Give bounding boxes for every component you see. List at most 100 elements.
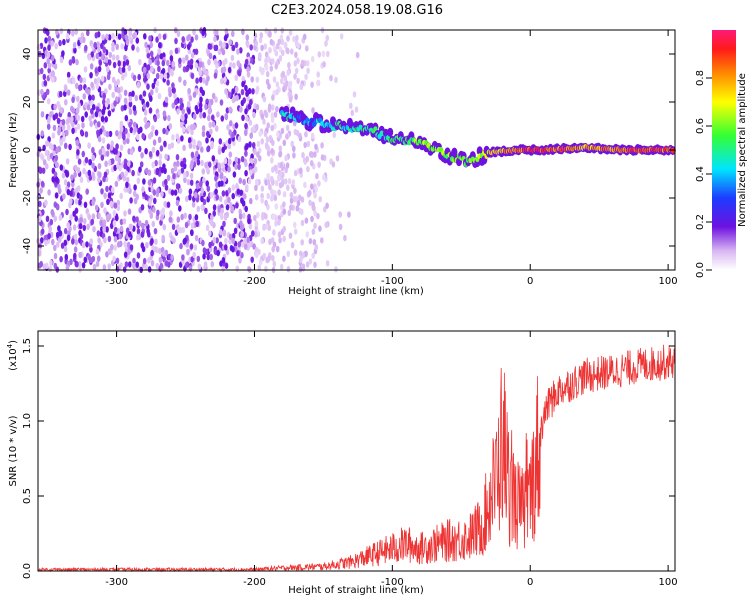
heatmap-cell — [180, 135, 184, 142]
heatmap-cell — [352, 91, 357, 98]
heatmap-cell — [166, 174, 171, 181]
heatmap-cell — [104, 56, 109, 63]
heatmap-cell — [298, 207, 302, 214]
heatmap-cell — [262, 118, 266, 125]
heatmap-cell — [220, 207, 224, 214]
heatmap-cell — [314, 243, 319, 251]
heatmap-cell — [104, 160, 108, 167]
heatmap-cell — [146, 121, 151, 128]
heatmap-cell — [92, 263, 97, 271]
heatmap-cell — [139, 94, 143, 101]
heatmap-cell — [321, 50, 326, 58]
heatmap-cell — [158, 256, 163, 264]
heatmap-cell — [306, 60, 310, 67]
heatmap-cell — [183, 79, 187, 87]
spectrogram-y-tick-label: 40 — [22, 48, 33, 61]
heatmap-cell — [148, 207, 152, 215]
heatmap-cell — [171, 102, 176, 109]
heatmap-cell — [245, 184, 249, 191]
heatmap-cell — [309, 151, 314, 158]
heatmap-cell — [108, 51, 113, 59]
heatmap-cell — [164, 184, 169, 191]
heatmap-cell — [174, 37, 178, 45]
heatmap-cell — [186, 249, 190, 256]
heatmap-cell — [209, 253, 213, 261]
heatmap-cell — [161, 59, 166, 67]
heatmap-cell — [246, 71, 251, 78]
heatmap-cell — [231, 30, 235, 37]
heatmap-cell — [294, 195, 299, 203]
heatmap-cell — [143, 116, 148, 124]
heatmap-cell — [249, 132, 253, 139]
heatmap-cell — [263, 109, 268, 117]
heatmap-cell — [253, 214, 257, 222]
heatmap-cell — [76, 167, 81, 174]
heatmap-cell — [102, 92, 106, 100]
heatmap-cell — [61, 172, 66, 179]
heatmap-cell — [128, 108, 133, 115]
heatmap-cell — [50, 54, 55, 62]
heatmap-cell — [324, 221, 329, 229]
heatmap-cell — [247, 177, 252, 185]
snr-x-tick-label: -100 — [381, 577, 404, 588]
heatmap-cell — [127, 248, 131, 256]
heatmap-cell — [107, 34, 112, 41]
heatmap-cell — [141, 186, 145, 193]
heatmap-cell — [115, 130, 119, 137]
heatmap-cell — [132, 121, 137, 128]
heatmap-cell — [176, 30, 181, 38]
spectrogram-x-tick-label: 0 — [527, 276, 533, 287]
heatmap-cell — [334, 76, 338, 84]
heatmap-cell — [121, 32, 125, 39]
heatmap-cell — [240, 155, 245, 163]
heatmap-cell — [65, 129, 69, 136]
heatmap-cell — [166, 201, 171, 208]
heatmap-cell — [168, 216, 173, 223]
heatmap-cell — [126, 241, 131, 249]
heatmap-cell — [50, 209, 55, 216]
heatmap-cell — [243, 193, 247, 200]
heatmap-cell — [355, 51, 360, 59]
heatmap-cell — [199, 180, 203, 188]
spectrogram-y-tick-label: -20 — [22, 190, 33, 206]
heatmap-cell — [301, 263, 306, 270]
heatmap-cell — [214, 29, 219, 36]
heatmap-cell — [86, 29, 90, 37]
heatmap-cell — [213, 35, 217, 43]
heatmap-cell — [262, 252, 267, 260]
heatmap-cell — [37, 250, 42, 257]
heatmap-cell — [274, 180, 279, 187]
snr-y-tick-label: 1.0 — [22, 413, 33, 429]
heatmap-cell — [267, 56, 271, 63]
heatmap-cell — [313, 151, 317, 158]
heatmap-cell — [141, 245, 146, 253]
colorbar-tick-label: 0.2 — [695, 214, 706, 230]
heatmap-cell — [97, 65, 102, 73]
heatmap-cell — [113, 100, 117, 107]
heatmap-cell — [163, 72, 168, 80]
heatmap-cell — [103, 207, 107, 214]
heatmap-cell — [158, 153, 163, 160]
heatmap-cell — [99, 128, 103, 135]
heatmap-cell — [254, 184, 258, 192]
heatmap-cell — [165, 128, 169, 136]
heatmap-cell — [195, 77, 199, 84]
heatmap-cell — [190, 123, 194, 131]
heatmap-cell — [246, 236, 250, 243]
heatmap-cell — [108, 130, 113, 138]
heatmap-cell — [232, 62, 236, 69]
heatmap-cell — [111, 41, 115, 49]
heatmap-cell — [123, 186, 128, 193]
snr-x-ticks: -300 -200 -100 0 100 — [105, 331, 678, 588]
heatmap-cell — [242, 178, 246, 186]
heatmap-cell — [287, 82, 292, 89]
heatmap-cell — [42, 73, 47, 81]
snr-y-label: SNR (10 * v/v) — [8, 415, 19, 486]
heatmap-cell — [264, 27, 269, 34]
heatmap-cell — [306, 165, 310, 173]
heatmap-cell — [63, 227, 68, 235]
spectrogram-y-tick-label: -40 — [22, 238, 33, 254]
heatmap-cell — [132, 215, 136, 222]
colorbar: 0.0 0.2 0.4 0.6 0.8 Normalized spectral ampl… — [695, 30, 748, 278]
heatmap-cell — [132, 104, 137, 112]
